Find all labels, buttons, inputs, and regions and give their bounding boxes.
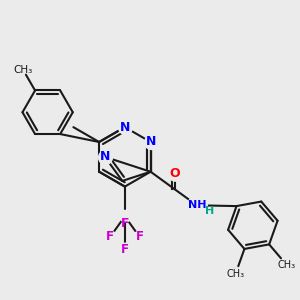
Text: N: N [146,136,156,148]
Text: F: F [121,217,129,230]
Text: N: N [120,121,130,134]
Text: F: F [136,230,143,243]
Text: CH₃: CH₃ [277,260,296,270]
Text: CH₃: CH₃ [226,269,244,279]
Text: NH: NH [188,200,206,210]
Text: O: O [169,167,180,180]
Text: CH₃: CH₃ [13,64,33,74]
Text: F: F [121,243,129,256]
Text: N: N [100,150,110,164]
Text: F: F [106,230,114,243]
Text: H: H [205,206,214,216]
